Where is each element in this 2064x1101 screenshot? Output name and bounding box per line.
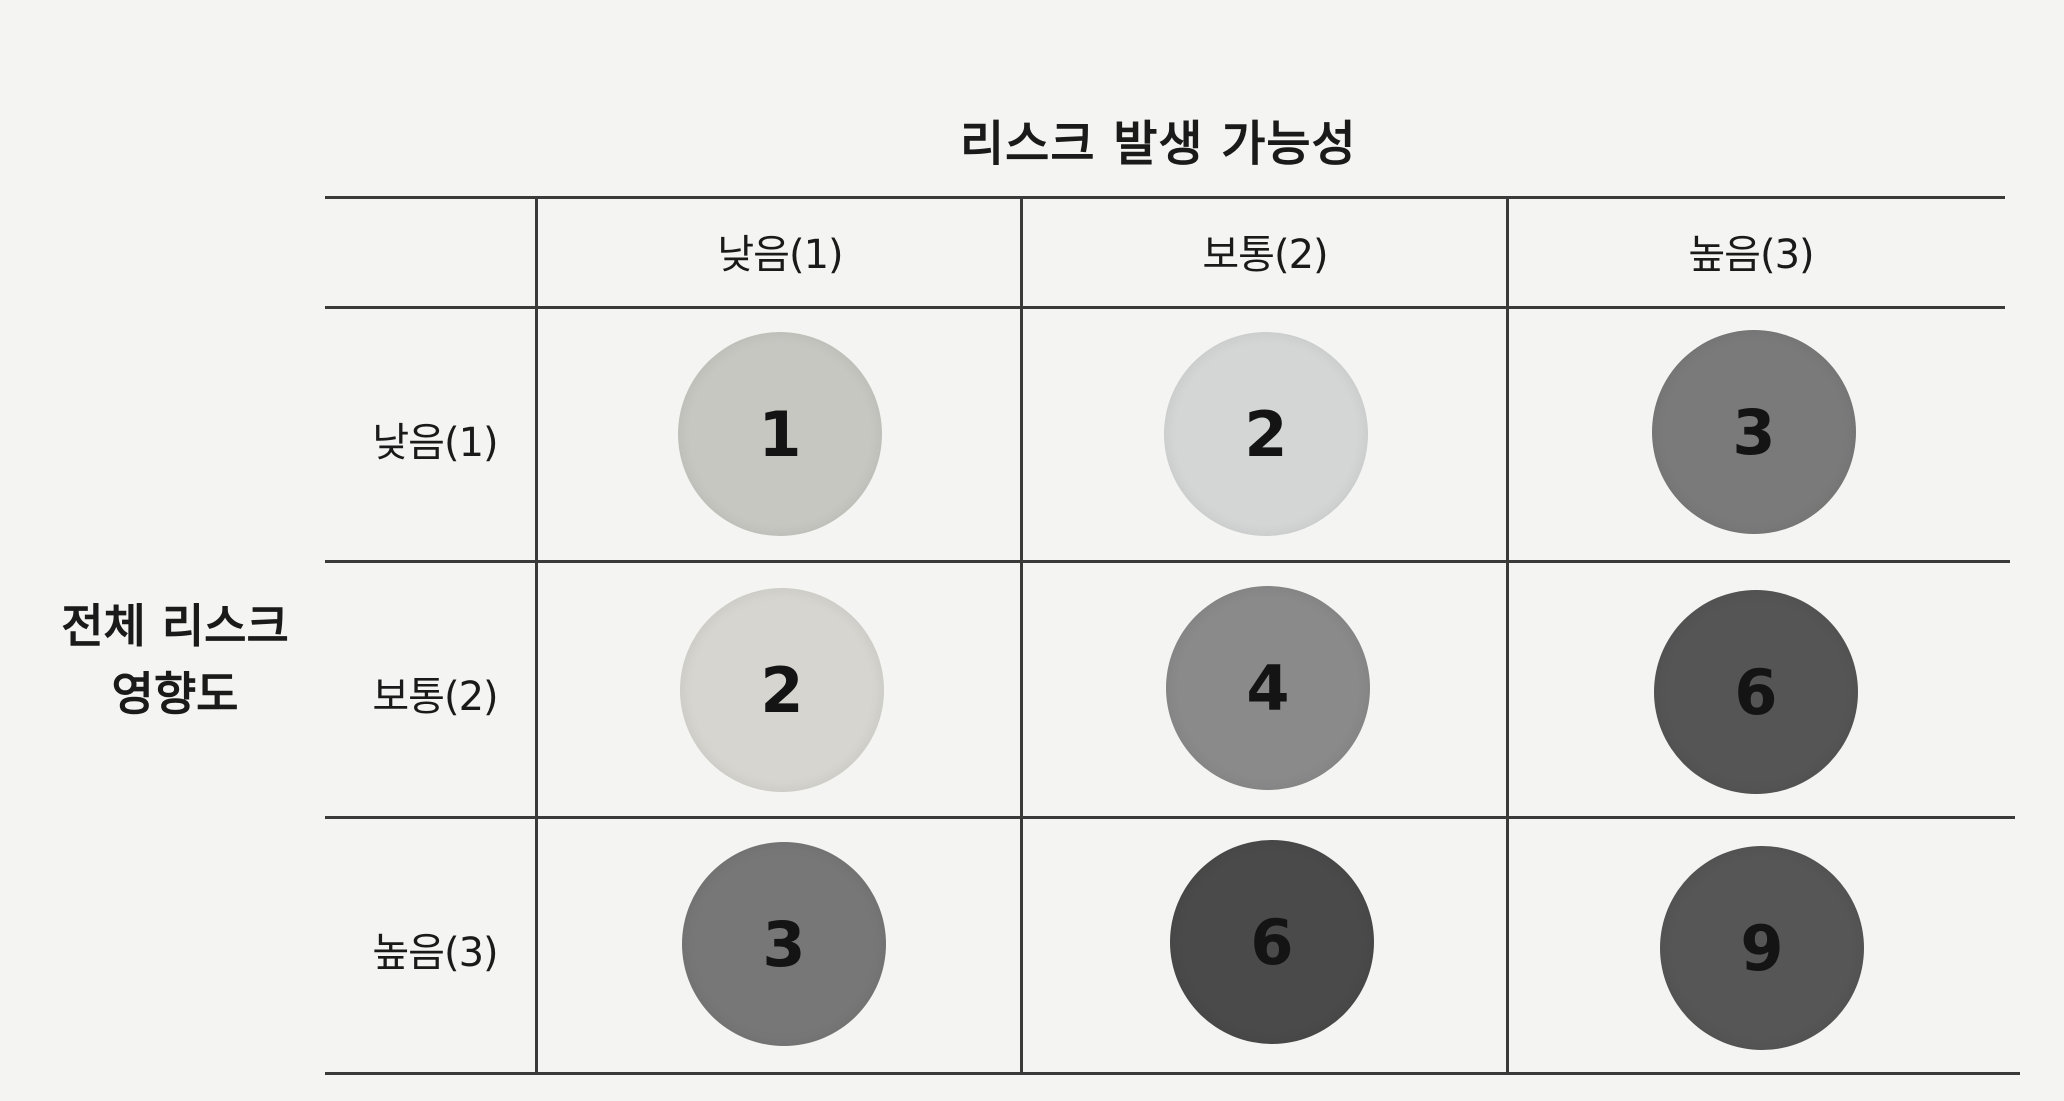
grid-line-top (325, 196, 2005, 199)
risk-cell-circle: 9 (1660, 846, 1864, 1050)
grid-line-col0 (535, 198, 538, 1074)
row-header-low: 낮음(1) (372, 420, 498, 466)
grid-line-bottom (325, 1072, 2020, 1075)
column-header-high: 높음(3) (1688, 232, 1814, 278)
risk-cell-circle: 3 (682, 842, 886, 1046)
row-header-high: 높음(3) (372, 930, 498, 976)
risk-cell-circle: 1 (678, 332, 882, 536)
column-header-low: 낮음(1) (717, 232, 843, 278)
matrix-title: 리스크 발생 가능성 (960, 116, 1357, 172)
grid-line-header-bottom (325, 306, 2005, 309)
risk-cell-circle: 3 (1652, 330, 1856, 534)
risk-cell-circle: 4 (1166, 586, 1370, 790)
row-header-medium: 보통(2) (372, 674, 498, 720)
row-axis-label: 전체 리스크 영향도 (50, 592, 300, 728)
risk-cell-circle: 2 (1164, 332, 1368, 536)
row-axis-label-line1: 전체 리스크 (61, 599, 289, 653)
grid-line-col1 (1020, 198, 1023, 1074)
grid-line-col2 (1506, 198, 1509, 1074)
risk-cell-circle: 2 (680, 588, 884, 792)
column-header-medium: 보통(2) (1202, 232, 1328, 278)
grid-line-row2-bottom (325, 816, 2015, 819)
row-axis-label-line2: 영향도 (111, 667, 239, 721)
grid-line-row1-bottom (325, 560, 2010, 563)
risk-cell-circle: 6 (1170, 840, 1374, 1044)
risk-cell-circle: 6 (1654, 590, 1858, 794)
